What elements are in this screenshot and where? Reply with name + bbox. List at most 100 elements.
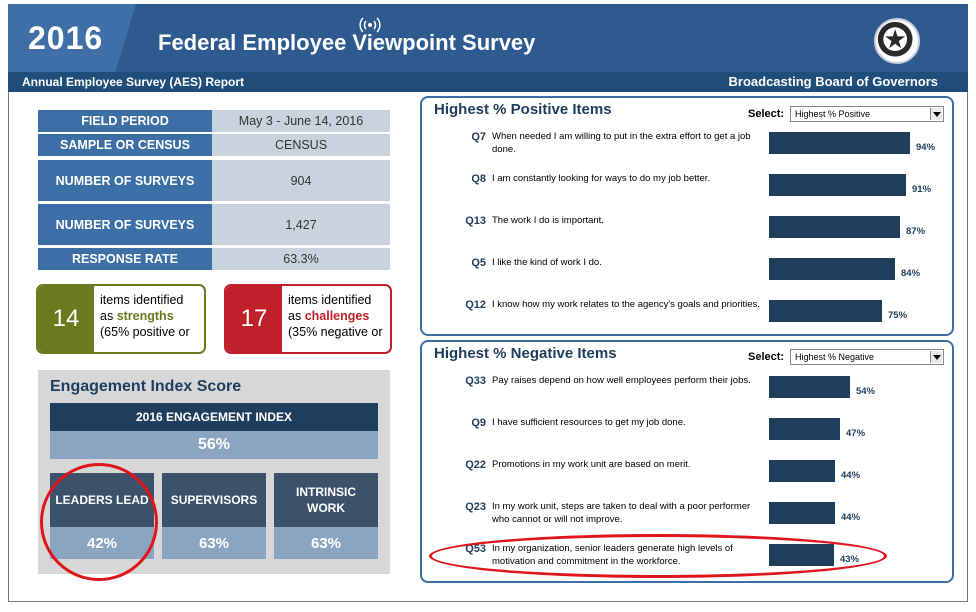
negative-item-row: Q22 Promotions in my work unit are based … bbox=[422, 456, 952, 490]
percent-bar bbox=[769, 502, 835, 524]
subfactor-label: INTRINSIC WORK bbox=[274, 473, 378, 527]
question-id: Q23 bbox=[465, 501, 486, 513]
highlight-ellipse-q53 bbox=[429, 534, 887, 578]
year-box bbox=[8, 4, 136, 72]
percent-bar bbox=[769, 300, 882, 322]
negative-panel-title: Highest % Negative Items bbox=[434, 345, 617, 362]
positive-item-row: Q5 I like the kind of work I do. 84% bbox=[422, 254, 952, 288]
question-id: Q5 bbox=[471, 257, 486, 269]
question-id: Q33 bbox=[465, 375, 486, 387]
report-title: Federal Employee Viewpoint Survey bbox=[158, 30, 536, 55]
percent-label: 44% bbox=[841, 470, 861, 481]
challenges-prefix: as bbox=[288, 309, 305, 323]
question-text: I like the kind of work I do. bbox=[492, 257, 602, 268]
positive-item-row: Q8 I am constantly looking for ways to do… bbox=[422, 170, 952, 204]
challenges-line3: (35% negative or bbox=[288, 325, 383, 339]
fact-label: NUMBER OF SURVEYS bbox=[38, 160, 212, 201]
percent-bar bbox=[769, 132, 910, 154]
report-subtitle: Annual Employee Survey (AES) Report bbox=[22, 75, 245, 89]
positive-item-row: Q13 The work I do is important. 87% bbox=[422, 212, 952, 246]
subfactor-value: 63% bbox=[274, 527, 378, 559]
negative-select-label: Select: bbox=[748, 351, 785, 363]
engagement-panel: Engagement Index Score 2016 ENGAGEMENT I… bbox=[38, 370, 390, 574]
agency-name: Broadcasting Board of Governors bbox=[728, 74, 938, 89]
question-text: Pay raises depend on how well employees … bbox=[492, 375, 751, 386]
percent-bar bbox=[769, 174, 906, 196]
fact-value: May 3 - June 14, 2016 bbox=[212, 110, 390, 132]
challenges-box: 17 items identified as challenges (35% n… bbox=[224, 284, 392, 354]
engagement-title: Engagement Index Score bbox=[50, 378, 242, 395]
challenges-line2: as challenges bbox=[288, 308, 383, 324]
negative-item-row: Q33 Pay raises depend on how well employe… bbox=[422, 372, 952, 406]
fact-row-surveys-2: NUMBER OF SURVEYS 1,427 bbox=[38, 204, 390, 245]
strengths-line1: items identified bbox=[100, 293, 184, 307]
strengths-line3: (65% positive or bbox=[100, 325, 190, 339]
fact-row-surveys: NUMBER OF SURVEYS 904 bbox=[38, 160, 390, 201]
subfactor-intrinsic-work: INTRINSIC WORK 63% bbox=[274, 473, 378, 559]
percent-bar bbox=[769, 216, 900, 238]
fact-value: 904 bbox=[212, 160, 390, 201]
agency-seal-icon bbox=[874, 18, 920, 64]
percent-label: 94% bbox=[916, 142, 936, 153]
fact-label: SAMPLE OR CENSUS bbox=[38, 134, 212, 156]
negative-select-value: Highest % Negative bbox=[795, 352, 875, 362]
chevron-down-icon[interactable] bbox=[930, 351, 942, 363]
question-text: When needed I am willing to put in the e… bbox=[492, 131, 751, 155]
positive-select-label: Select: bbox=[748, 108, 785, 120]
chevron-down-icon[interactable] bbox=[930, 108, 942, 120]
challenges-count: 17 bbox=[226, 286, 282, 352]
positive-select-dropdown[interactable]: Highest % Positive bbox=[790, 106, 944, 122]
percent-bar bbox=[769, 258, 895, 280]
question-id: Q22 bbox=[465, 459, 486, 471]
positive-select-value: Highest % Positive bbox=[795, 109, 871, 119]
subfactor-value: 63% bbox=[162, 527, 266, 559]
strengths-count: 14 bbox=[38, 286, 94, 352]
strengths-prefix: as bbox=[100, 309, 117, 323]
question-id: Q8 bbox=[471, 173, 486, 185]
percent-label: 84% bbox=[901, 268, 921, 279]
challenges-word: challenges bbox=[304, 309, 370, 323]
subfactor-label: SUPERVISORS bbox=[162, 473, 266, 527]
positive-item-row: Q12 I know how my work relates to the age… bbox=[422, 296, 952, 330]
negative-item-row: Q23 In my work unit, steps are taken to d… bbox=[422, 498, 952, 532]
percent-label: 44% bbox=[841, 512, 861, 523]
report-year: 2016 bbox=[28, 20, 104, 56]
challenges-line1: items identified bbox=[288, 293, 372, 307]
subfactor-supervisors: SUPERVISORS 63% bbox=[162, 473, 266, 559]
question-text: Promotions in my work unit are based on … bbox=[492, 459, 691, 470]
percent-bar bbox=[769, 460, 835, 482]
strengths-word: strengths bbox=[116, 309, 174, 323]
question-text: I am constantly looking for ways to do m… bbox=[492, 173, 711, 184]
strengths-line2: as strengths bbox=[100, 308, 190, 324]
question-text: I have sufficient resources to get my jo… bbox=[492, 417, 686, 428]
question-id: Q13 bbox=[465, 215, 486, 227]
question-text: The work I do is important. bbox=[492, 215, 604, 226]
challenges-text: items identified as challenges (35% nega… bbox=[282, 286, 383, 352]
percent-label: 54% bbox=[856, 386, 876, 397]
negative-select-dropdown[interactable]: Highest % Negative bbox=[790, 349, 944, 365]
positive-panel-title: Highest % Positive Items bbox=[434, 101, 612, 118]
strengths-text: items identified as strengths (65% posit… bbox=[94, 286, 190, 352]
question-text: I know how my work relates to the agency… bbox=[492, 299, 760, 310]
engagement-index-value: 56% bbox=[50, 431, 378, 459]
fact-value: 1,427 bbox=[212, 204, 390, 245]
fact-label: NUMBER OF SURVEYS bbox=[38, 204, 212, 245]
question-id: Q9 bbox=[471, 417, 486, 429]
broadcast-signal-icon bbox=[359, 17, 381, 33]
strengths-box: 14 items identified as strengths (65% po… bbox=[36, 284, 206, 354]
sub-banner: Annual Employee Survey (AES) Report Broa… bbox=[8, 72, 968, 92]
fact-row-response-rate: RESPONSE RATE 63.3% bbox=[38, 248, 390, 270]
positive-items-panel: Highest % Positive Items Select: Highest… bbox=[420, 96, 954, 336]
fact-label: RESPONSE RATE bbox=[38, 248, 212, 270]
highlight-circle-leaders-lead bbox=[40, 463, 158, 581]
fact-row-sample: SAMPLE OR CENSUS CENSUS bbox=[38, 134, 390, 156]
percent-bar bbox=[769, 418, 840, 440]
fact-label: FIELD PERIOD bbox=[38, 110, 212, 132]
negative-item-row: Q9 I have sufficient resources to get my … bbox=[422, 414, 952, 448]
percent-label: 75% bbox=[888, 310, 908, 321]
percent-label: 91% bbox=[912, 184, 932, 195]
question-id: Q7 bbox=[471, 131, 486, 143]
fact-value: CENSUS bbox=[212, 134, 390, 156]
positive-item-row: Q7 When needed I am willing to put in the… bbox=[422, 128, 952, 162]
fact-value: 63.3% bbox=[212, 248, 390, 270]
